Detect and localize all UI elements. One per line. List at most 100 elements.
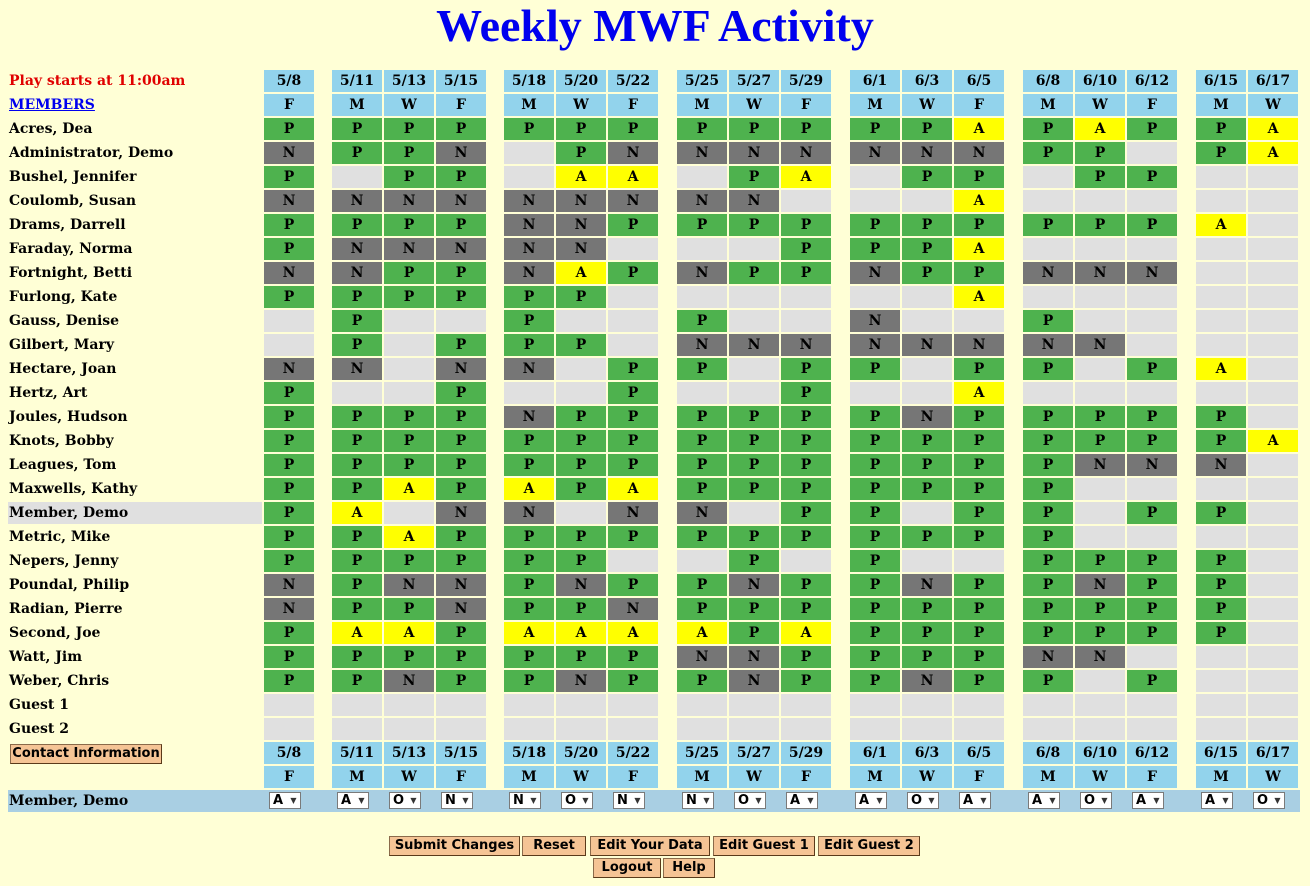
status-cell: [1196, 526, 1246, 548]
status-cell: N: [504, 262, 554, 284]
status-cell: [1127, 190, 1177, 212]
status-cell: P: [1127, 118, 1177, 140]
availability-select[interactable]: A ▼: [269, 792, 301, 809]
status-cell: [384, 382, 434, 404]
day-header: F: [436, 766, 486, 788]
status-cell: P: [1127, 358, 1177, 380]
status-cell: [677, 718, 727, 740]
availability-select[interactable]: A ▼: [786, 792, 818, 809]
availability-select[interactable]: A ▼: [1132, 792, 1164, 809]
member-name: Weber, Chris: [9, 673, 110, 689]
status-cell: P: [436, 166, 486, 188]
availability-select[interactable]: O ▼: [907, 792, 939, 809]
select-value: N: [513, 793, 524, 808]
status-cell: P: [677, 358, 727, 380]
status-cell: A: [556, 166, 606, 188]
status-cell: [729, 502, 779, 524]
status-cell: [902, 286, 952, 308]
contact-information-button[interactable]: Contact Information: [10, 744, 162, 764]
select-value: A: [963, 793, 974, 808]
status-cell: [677, 382, 727, 404]
date-header: 6/3: [902, 70, 952, 92]
select-value: O: [565, 793, 577, 808]
status-cell: P: [1023, 454, 1073, 476]
status-cell: P: [729, 598, 779, 620]
day-header: F: [608, 766, 658, 788]
status-cell: N: [384, 574, 434, 596]
status-cell: A: [384, 478, 434, 500]
status-cell: P: [436, 286, 486, 308]
page-title: Weekly MWF Activity: [436, 0, 874, 51]
status-cell: N: [436, 190, 486, 212]
availability-select[interactable]: A ▼: [1201, 792, 1233, 809]
status-cell: P: [436, 526, 486, 548]
status-cell: N: [850, 334, 900, 356]
status-cell: P: [850, 622, 900, 644]
status-cell: P: [436, 214, 486, 236]
status-cell: [1127, 310, 1177, 332]
help-button[interactable]: Help: [663, 858, 715, 878]
edit-your-data-button[interactable]: Edit Your Data: [590, 836, 710, 856]
status-cell: P: [504, 118, 554, 140]
selector-cell: O ▼: [384, 790, 434, 812]
availability-select[interactable]: O ▼: [1253, 792, 1285, 809]
status-cell: [1075, 502, 1125, 524]
day-header: W: [902, 94, 952, 116]
submit-changes-button[interactable]: Submit Changes: [389, 836, 520, 856]
status-cell: P: [1196, 142, 1246, 164]
status-cell: P: [1075, 406, 1125, 428]
member-name: Hertz, Art: [9, 385, 88, 401]
status-cell: P: [1127, 214, 1177, 236]
status-cell: P: [781, 430, 831, 452]
edit-guest-2-button[interactable]: Edit Guest 2: [818, 836, 920, 856]
status-cell: P: [264, 238, 314, 260]
day-header: M: [332, 94, 382, 116]
availability-select[interactable]: A ▼: [1028, 792, 1060, 809]
availability-select[interactable]: O ▼: [561, 792, 593, 809]
availability-select[interactable]: A ▼: [337, 792, 369, 809]
status-cell: N: [556, 574, 606, 596]
status-cell: N: [850, 310, 900, 332]
availability-select[interactable]: O ▼: [734, 792, 766, 809]
status-cell: N: [436, 574, 486, 596]
status-cell: P: [1075, 622, 1125, 644]
edit-guest-1-button[interactable]: Edit Guest 1: [713, 836, 815, 856]
status-cell: [436, 718, 486, 740]
status-cell: P: [954, 622, 1004, 644]
date-header: 5/20: [556, 70, 606, 92]
status-cell: [1248, 214, 1298, 236]
reset-button[interactable]: Reset: [522, 836, 586, 856]
status-cell: [781, 694, 831, 716]
members-link[interactable]: MEMBERS: [9, 97, 95, 113]
status-cell: P: [902, 166, 952, 188]
status-cell: P: [608, 214, 658, 236]
status-cell: P: [729, 526, 779, 548]
status-cell: P: [504, 646, 554, 668]
status-cell: [1248, 238, 1298, 260]
status-cell: P: [1127, 406, 1177, 428]
availability-select[interactable]: A ▼: [855, 792, 887, 809]
status-cell: P: [556, 478, 606, 500]
status-cell: P: [850, 238, 900, 260]
availability-select[interactable]: N ▼: [613, 792, 645, 809]
status-cell: N: [384, 670, 434, 692]
status-cell: P: [729, 118, 779, 140]
availability-select[interactable]: O ▼: [1080, 792, 1112, 809]
availability-select[interactable]: O ▼: [389, 792, 421, 809]
status-cell: [264, 310, 314, 332]
status-cell: [1196, 646, 1246, 668]
availability-select[interactable]: N ▼: [441, 792, 473, 809]
status-cell: P: [850, 526, 900, 548]
status-cell: P: [384, 646, 434, 668]
status-cell: [729, 310, 779, 332]
member-name: Furlong, Kate: [9, 289, 118, 305]
select-value: O: [393, 793, 405, 808]
availability-select[interactable]: N ▼: [682, 792, 714, 809]
status-cell: P: [608, 526, 658, 548]
status-cell: [954, 550, 1004, 572]
availability-select[interactable]: N ▼: [509, 792, 541, 809]
status-cell: [1196, 334, 1246, 356]
status-cell: P: [608, 358, 658, 380]
logout-button[interactable]: Logout: [593, 858, 661, 878]
availability-select[interactable]: A ▼: [959, 792, 991, 809]
